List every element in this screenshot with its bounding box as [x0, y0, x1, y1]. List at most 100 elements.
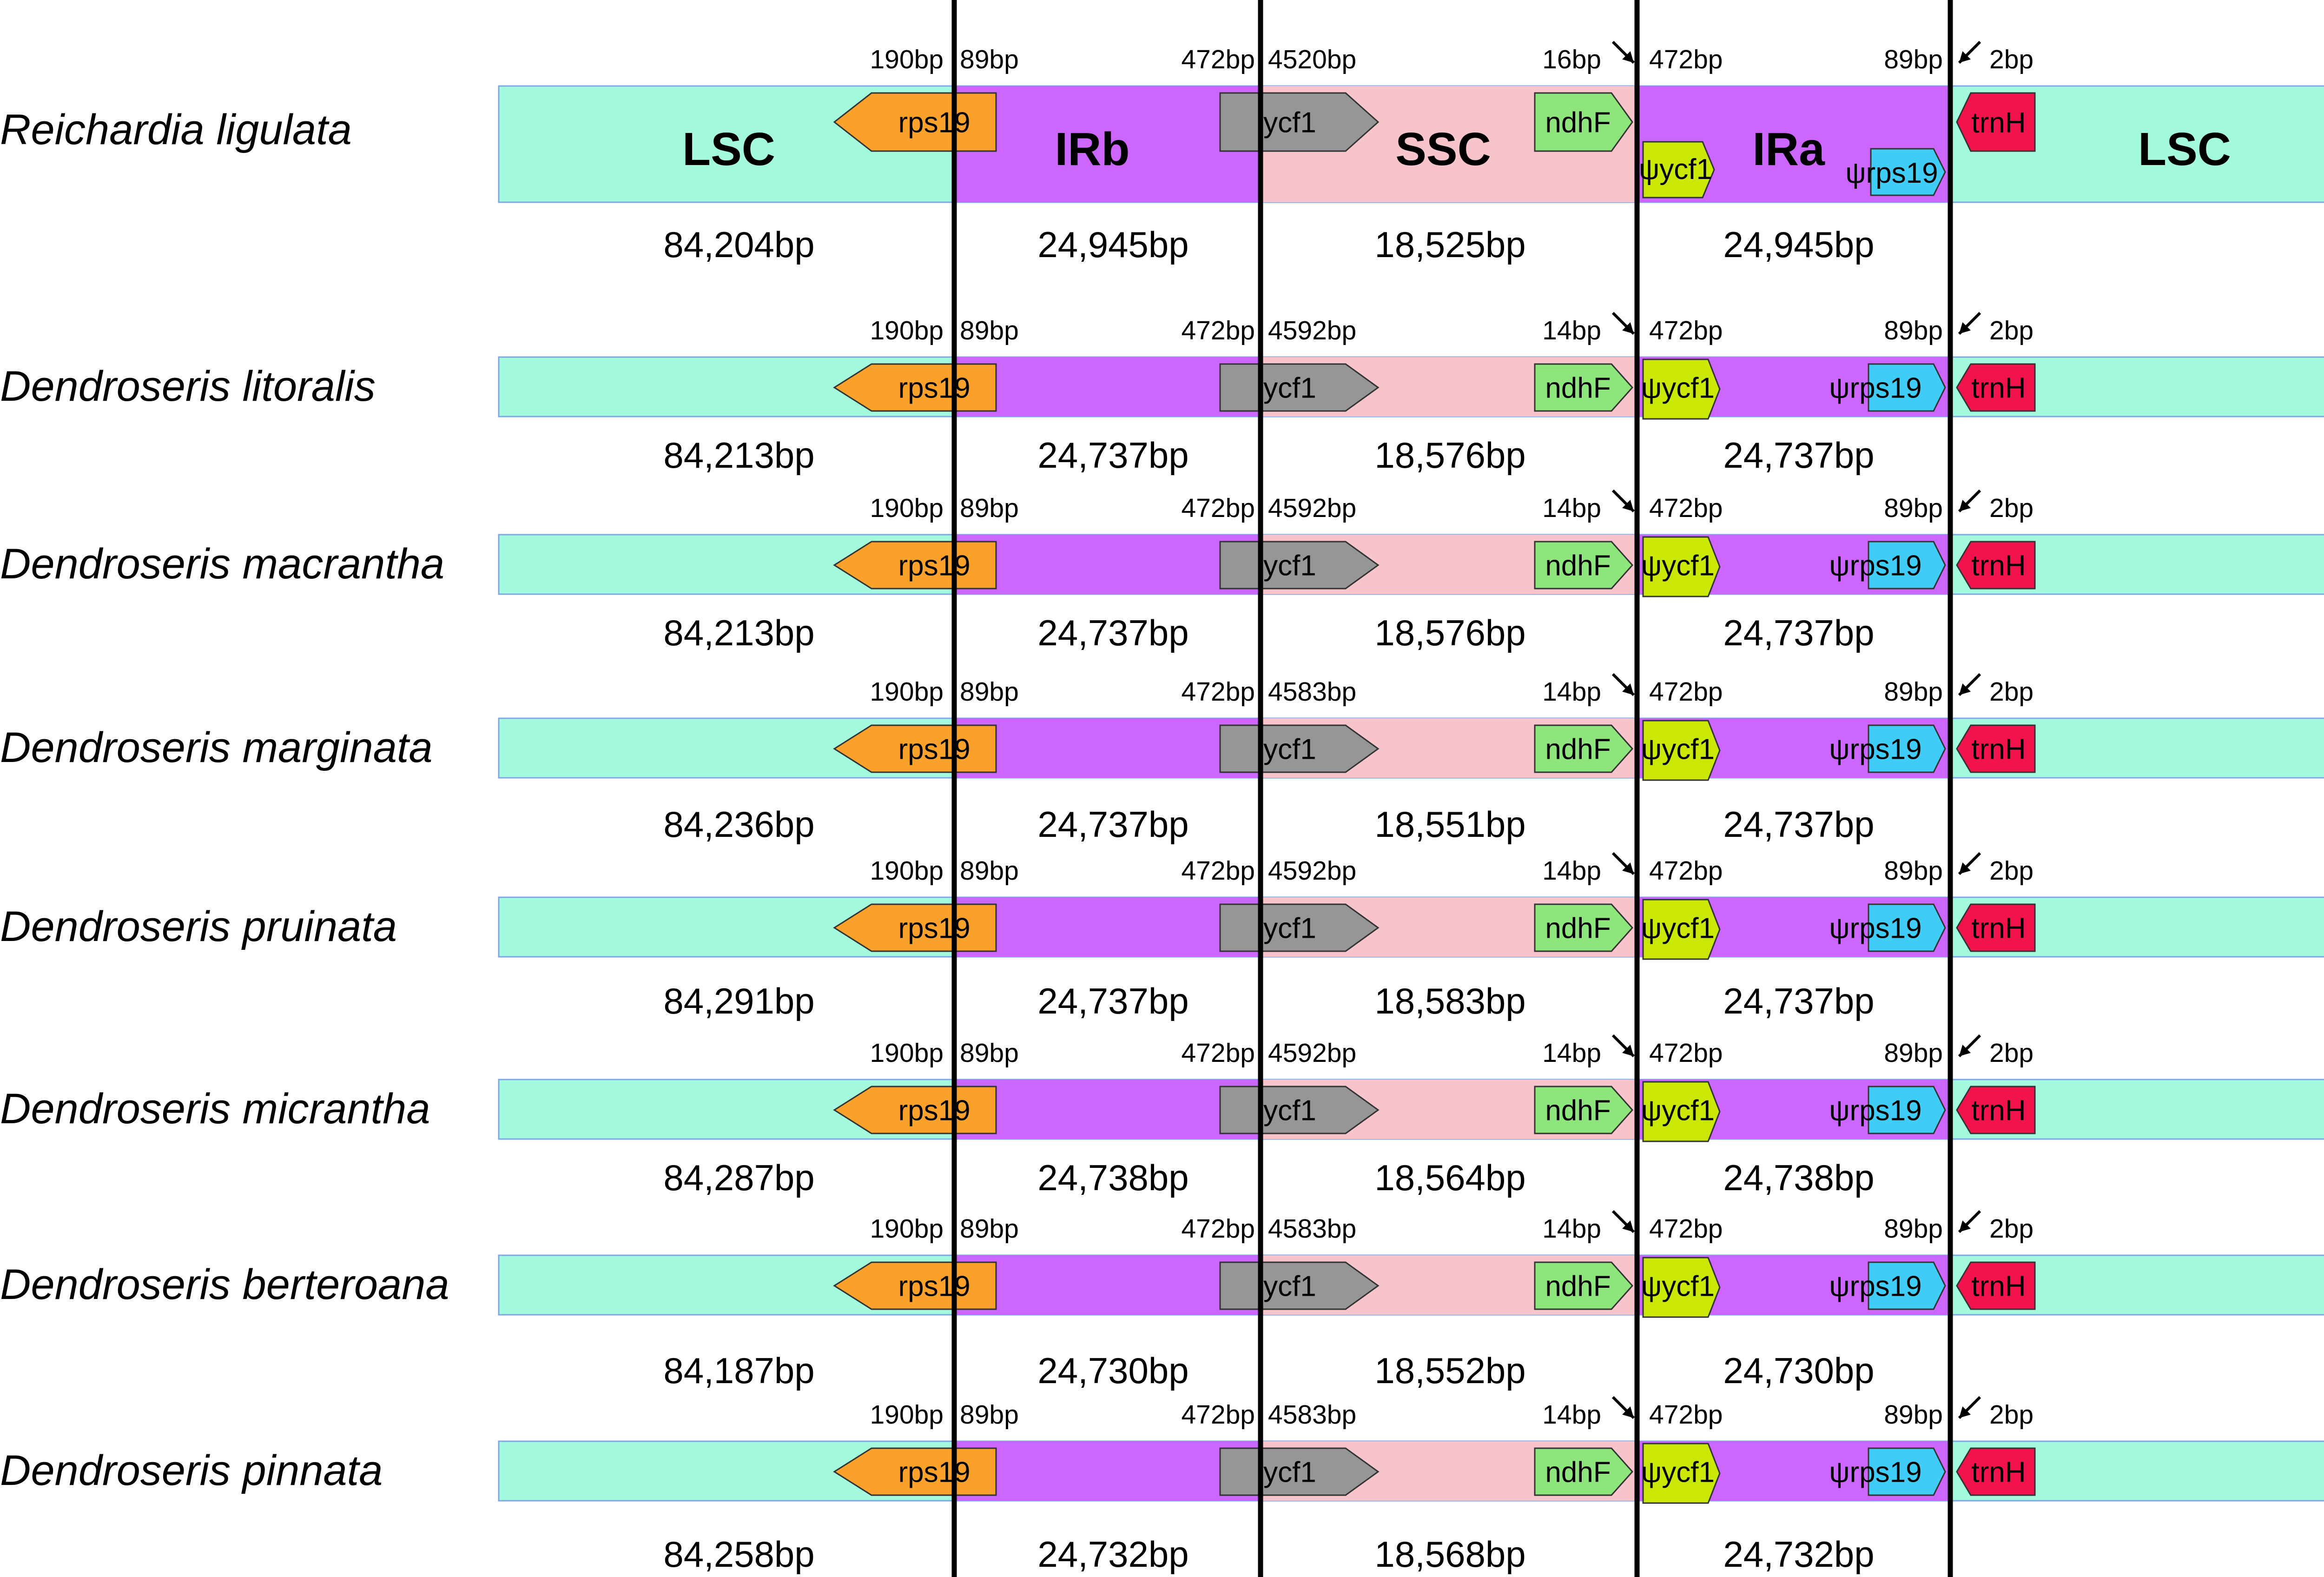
psi-rps19-label: ψrps19 — [1845, 157, 1938, 189]
ycf1-label: ycf1 — [1263, 1095, 1316, 1127]
jlb-left-bp: 89bp — [1884, 677, 1943, 707]
lsc-length: 84,213bp — [663, 612, 814, 653]
ycf1-label: ycf1 — [1263, 1271, 1316, 1303]
ssc-length: 18,583bp — [1374, 981, 1525, 1021]
ira-length: 24,945bp — [1723, 224, 1874, 265]
ndhF-gene — [1534, 724, 1634, 773]
jsa-pointer-head — [1622, 862, 1634, 874]
jlb-right-bp: 2bp — [1989, 1038, 2034, 1068]
trnH-label: trnH — [1971, 107, 2026, 139]
jsa-pointer-head — [1622, 1406, 1634, 1418]
irb-length: 24,737bp — [1037, 612, 1188, 653]
jlb-pointer-head — [1959, 862, 1971, 874]
psi-rps19-gene — [1868, 903, 1946, 952]
species-row: Dendroseris pinnata rps19 ycf1 ndhF trnH ψycf… — [0, 1400, 2324, 1575]
jla-left-bp: 190bp — [870, 677, 944, 707]
jla-right-bp: 89bp — [960, 1038, 1019, 1068]
lsc-length: 84,287bp — [663, 1157, 814, 1198]
jlb-pointer-head — [1959, 1406, 1971, 1418]
ndhF-label: ndhF — [1545, 1271, 1611, 1303]
jlb-pointer-head — [1959, 322, 1971, 334]
region-label-lsc: LSC — [682, 123, 775, 175]
trnH-label: trnH — [1971, 372, 2026, 404]
psi-rps19-gene — [1868, 1086, 1946, 1134]
psi-rps19-gene — [1868, 363, 1946, 412]
irb-length: 24,945bp — [1037, 224, 1188, 265]
jsa-pointer-head — [1622, 1220, 1634, 1232]
jla-right-bp: 89bp — [960, 45, 1019, 74]
ndhF-label: ndhF — [1545, 550, 1611, 582]
trnH-gene — [1956, 92, 2036, 152]
jsa-right-bp: 472bp — [1649, 45, 1723, 74]
species-name: Dendroseris berteroana — [0, 1261, 449, 1308]
jsb-right-bp: 4592bp — [1268, 316, 1356, 345]
jsa-pointer-head — [1622, 683, 1634, 695]
ndhF-label: ndhF — [1545, 1457, 1611, 1489]
jsb-left-bp: 472bp — [1181, 1214, 1255, 1244]
jlb-right-bp: 2bp — [1989, 856, 2034, 886]
ndhF-label: ndhF — [1545, 1095, 1611, 1127]
jsb-right-bp: 4583bp — [1268, 1214, 1356, 1244]
jla-left-bp: 190bp — [870, 1214, 944, 1244]
psi-ycf1-gene — [1642, 1257, 1721, 1318]
ssc-length: 18,551bp — [1374, 804, 1525, 845]
jla-right-bp: 89bp — [960, 677, 1019, 707]
ira-length: 24,737bp — [1723, 612, 1874, 653]
jla-right-bp: 89bp — [960, 493, 1019, 523]
ndhF-label: ndhF — [1545, 372, 1611, 404]
trnH-label: trnH — [1971, 913, 2026, 945]
psi-rps19-gene — [1870, 148, 1946, 196]
jla-left-bp: 190bp — [870, 1400, 944, 1430]
rps19-label: rps19 — [898, 107, 970, 139]
rps19-label: rps19 — [898, 913, 970, 945]
jlb-left-bp: 89bp — [1884, 1400, 1943, 1430]
irb-length: 24,730bp — [1037, 1350, 1188, 1391]
ssc-length: 18,525bp — [1374, 224, 1525, 265]
psi-rps19-label: ψrps19 — [1829, 734, 1921, 766]
ycf1-label: ycf1 — [1263, 1457, 1316, 1489]
psi-rps19-label: ψrps19 — [1829, 372, 1921, 404]
species-name: Dendroseris litoralis — [0, 363, 376, 410]
irb-region — [954, 86, 1261, 202]
psi-ycf1-gene — [1642, 1081, 1721, 1142]
psi-ycf1-label: ψycf1 — [1641, 1095, 1715, 1127]
ira-length: 24,737bp — [1723, 981, 1874, 1021]
trnH-gene — [1956, 1447, 2036, 1496]
species-name: Dendroseris macrantha — [0, 540, 444, 588]
jsb-right-bp: 4592bp — [1268, 1038, 1356, 1068]
trnH-label: trnH — [1971, 1457, 2026, 1489]
psi-ycf1-gene — [1642, 141, 1715, 199]
species-name: Dendroseris pruinata — [0, 903, 397, 950]
jsa-right-bp: 472bp — [1649, 677, 1723, 707]
jsa-left-bp: 14bp — [1542, 677, 1601, 707]
jsb-right-bp: 4520bp — [1268, 45, 1356, 74]
jsb-right-bp: 4583bp — [1268, 1400, 1356, 1430]
psi-ycf1-label: ψycf1 — [1639, 153, 1712, 186]
trnH-gene — [1956, 1086, 2036, 1134]
jsb-right-bp: 4592bp — [1268, 493, 1356, 523]
jsa-left-bp: 14bp — [1542, 493, 1601, 523]
psi-ycf1-gene — [1642, 899, 1721, 960]
region-label-irb: IRb — [1055, 123, 1129, 175]
psi-ycf1-gene — [1642, 1443, 1721, 1504]
ssc-length: 18,568bp — [1374, 1534, 1525, 1575]
lsc-length: 84,213bp — [663, 435, 814, 476]
jsa-right-bp: 472bp — [1649, 493, 1723, 523]
rps19-label: rps19 — [898, 1095, 970, 1127]
irb-length: 24,737bp — [1037, 435, 1188, 476]
jsb-left-bp: 472bp — [1181, 1038, 1255, 1068]
species-row: Dendroseris macrantha rps19 ycf1 ndhF trnH ψy… — [0, 493, 2324, 653]
jsa-right-bp: 472bp — [1649, 856, 1723, 886]
jsa-pointer-head — [1622, 1045, 1634, 1056]
rps19-label: rps19 — [898, 1457, 970, 1489]
trnH-gene — [1956, 541, 2036, 590]
ira-length: 24,732bp — [1723, 1534, 1874, 1575]
rps19-label: rps19 — [898, 372, 970, 404]
psi-ycf1-gene — [1642, 358, 1721, 420]
ycf1-label: ycf1 — [1263, 550, 1316, 582]
jla-right-bp: 89bp — [960, 856, 1019, 886]
jsa-left-bp: 14bp — [1542, 1214, 1601, 1244]
trnH-gene — [1956, 724, 2036, 773]
species-row: Dendroseris pruinata rps19 ycf1 ndhF trnH ψyc… — [0, 856, 2324, 1021]
